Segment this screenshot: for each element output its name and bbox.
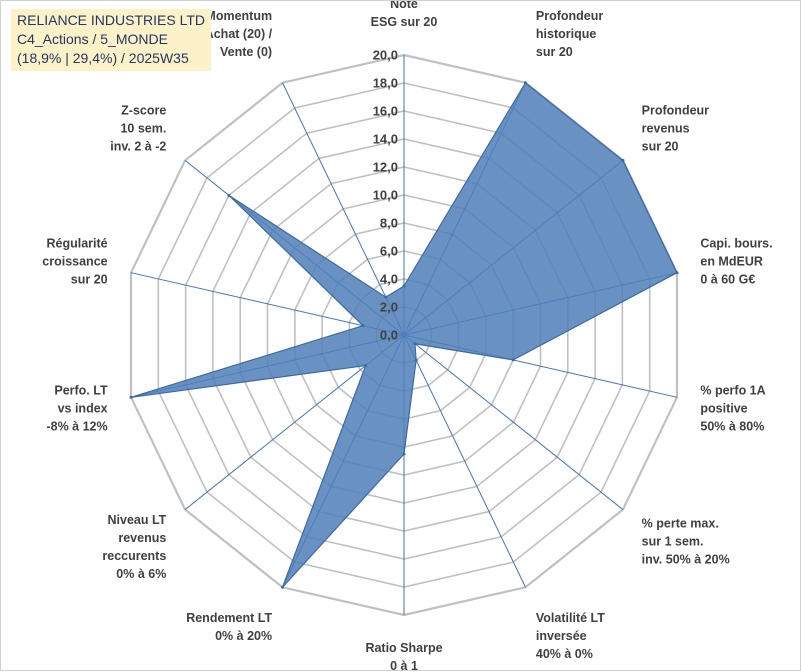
data-point	[414, 358, 418, 362]
axis-label-layer: Note ESG sur 20 Profondeur historique sur 20…	[42, 1, 772, 672]
title-period: (18,9% | 29,4%) / 2025W35	[17, 50, 189, 66]
data-point	[361, 324, 365, 328]
data-point	[621, 158, 625, 162]
axis-label: Z-score 10 sem. inv. 2 à -2	[110, 104, 166, 154]
axis-label-line: historique	[536, 27, 596, 41]
radial-tick-label: 18,0	[373, 76, 398, 91]
axis-label: Profondeur historique sur 20	[536, 9, 603, 59]
axis-label-line: Rendement LT	[186, 611, 272, 625]
radial-tick-label: 2,0	[380, 300, 398, 315]
data-point	[675, 271, 679, 275]
axis-label-line: inv. 50% à 20%	[642, 552, 730, 566]
axis-label: Niveau LT revenus reccurents 0% à 6%	[102, 513, 166, 581]
data-point	[523, 81, 527, 85]
axis-label: % perte max. sur 1 sem. inv. 50% à 20%	[642, 516, 730, 566]
axis-label-line: sur 20	[536, 45, 573, 59]
axis-label-line: positive	[700, 402, 747, 416]
title-company: RELIANCE INDUSTRIES LTD	[17, 12, 205, 28]
data-point	[402, 284, 406, 288]
axis-label-line: Perfo. LT	[54, 384, 108, 398]
axis-label: % perfo 1A positive 50% à 80%	[700, 384, 765, 434]
axis-label-line: 0% à 20%	[215, 629, 272, 643]
axis-spoke	[403, 334, 526, 588]
axis-label: Capi. bours. en MdEUR 0 à 60 G€	[700, 236, 772, 286]
axis-label-line: Profondeur	[536, 9, 603, 23]
axis-label-line: 0 à 1	[390, 659, 418, 672]
axis-label-line: revenus	[118, 531, 166, 545]
tick-label-layer: 0,0 2,0 4,0 6,0 8,0 10,0 12,0 14,0 16,0 18,0 20,0	[373, 48, 398, 343]
data-point	[227, 193, 231, 197]
axis-label: Momentum Achat (20) / Vente (0)	[205, 9, 273, 59]
axis-label-line: Régularité	[46, 236, 107, 250]
axis-label-line: inv. 2 à -2	[110, 140, 166, 154]
axis-label-line: 0 à 60 G€	[700, 272, 755, 286]
radial-tick-label: 14,0	[373, 132, 398, 147]
title-category: C4_Actions / 5_MONDE	[17, 31, 168, 47]
axis-label-line: sur 20	[71, 272, 108, 286]
axis-label-line: Vente (0)	[220, 45, 272, 59]
axis-label-line: sur 20	[642, 140, 679, 154]
axis-label-line: 40% à 0%	[536, 647, 593, 661]
axis-label-line: inversée	[536, 629, 587, 643]
axis-label-line: Capi. bours.	[700, 236, 772, 250]
axis-label-line: Ratio Sharpe	[365, 641, 442, 655]
axis-label: Ratio Sharpe 0 à 1	[365, 641, 442, 672]
axis-label-line: -8% à 12%	[46, 420, 107, 434]
axis-label-line: ESG sur 20	[371, 15, 438, 29]
axis-label: Volatilité LT inversée 40% à 0%	[536, 611, 605, 661]
data-point	[129, 395, 133, 399]
radial-tick-label: 6,0	[380, 244, 398, 259]
axis-label: Profondeur revenus sur 20	[642, 104, 709, 154]
axis-label-line: 10 sem.	[120, 122, 166, 136]
data-point	[364, 364, 368, 368]
axis-label-line: Profondeur	[642, 104, 709, 118]
radial-tick-label: 8,0	[380, 216, 398, 231]
radial-tick-label: 0,0	[380, 328, 398, 343]
radial-tick-label: 12,0	[373, 160, 398, 175]
axis-label-line: reccurents	[102, 549, 166, 563]
data-point	[413, 342, 417, 346]
axis-label-line: en MdEUR	[700, 254, 763, 268]
radial-tick-label: 10,0	[373, 188, 398, 203]
axis-label-line: Achat (20) /	[205, 27, 273, 41]
chart-title-box: RELIANCE INDUSTRIES LTD C4_Actions / 5_M…	[11, 9, 211, 71]
radial-tick-label: 4,0	[380, 272, 398, 287]
axis-label: Note ESG sur 20	[371, 1, 438, 29]
axis-spoke	[403, 334, 624, 510]
axis-label-line: Momentum	[205, 9, 272, 23]
axis-label-line: Note	[390, 1, 418, 11]
data-point	[384, 295, 388, 299]
radial-tick-label: 16,0	[373, 104, 398, 119]
axis-label-line: Niveau LT	[108, 513, 167, 527]
data-point	[281, 585, 285, 589]
axis-label-line: 50% à 80%	[700, 420, 764, 434]
axis-label-line: 0% à 6%	[116, 567, 166, 581]
axis-label-line: revenus	[642, 122, 690, 136]
axis-label: Perfo. LT vs index -8% à 12%	[46, 384, 108, 434]
axis-label: Régularité croissance sur 20	[42, 236, 107, 286]
axis-spoke	[282, 82, 405, 336]
axis-label-line: % perte max.	[642, 516, 719, 530]
axis-label-line: croissance	[42, 254, 107, 268]
axis-label-line: Z-score	[121, 104, 166, 118]
series-layer	[129, 81, 679, 589]
axis-spoke	[130, 272, 405, 336]
axis-label-line: sur 1 sem.	[642, 534, 704, 548]
axis-label-line: Volatilité LT	[536, 611, 605, 625]
axis-label: Rendement LT 0% à 20%	[186, 611, 272, 643]
data-point	[511, 358, 515, 362]
radial-tick-label: 20,0	[373, 48, 398, 63]
data-point	[402, 452, 406, 456]
axis-label-line: vs index	[58, 402, 108, 416]
axis-label-line: % perfo 1A	[700, 384, 765, 398]
